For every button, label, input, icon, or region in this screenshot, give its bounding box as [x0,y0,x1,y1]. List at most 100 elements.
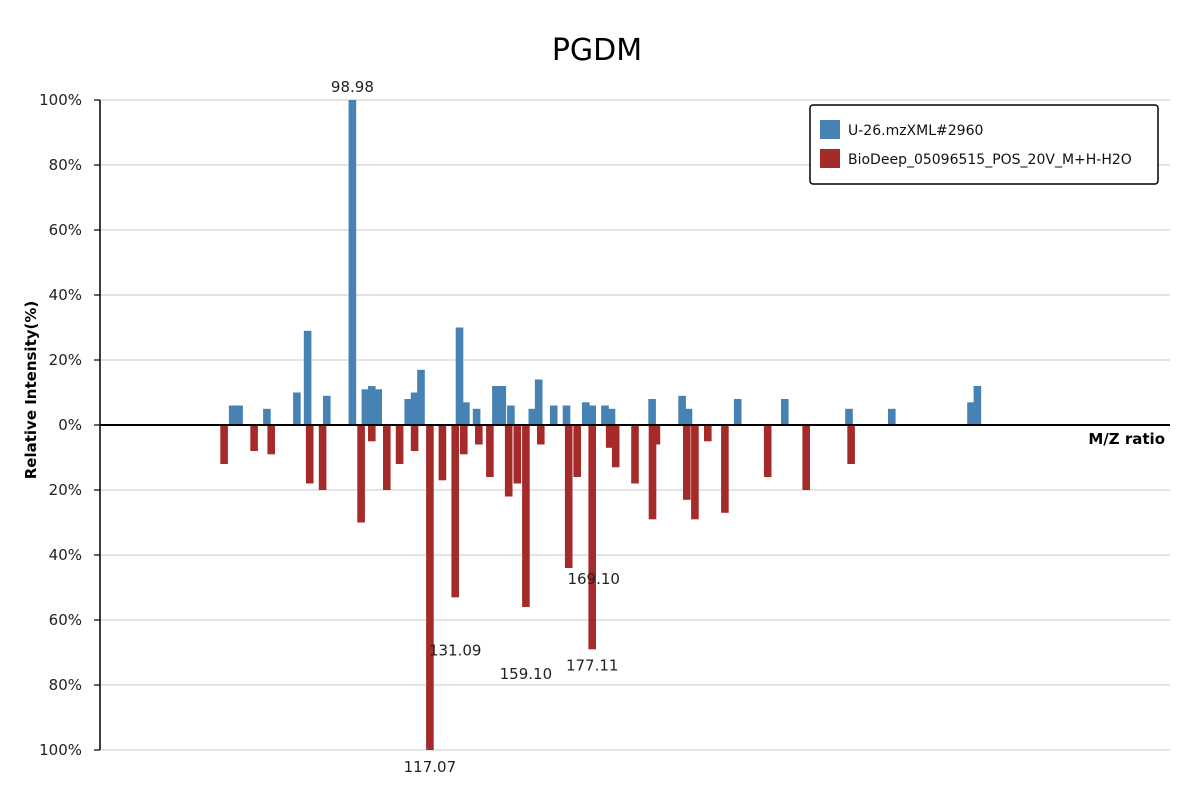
bar-reference [357,425,365,523]
bar-reference [652,425,661,445]
bar-reference [611,425,620,468]
bar-reference [513,425,522,484]
bar-sample [549,405,558,425]
bar-reference [573,425,581,477]
bar-reference [383,425,391,490]
bar-sample [348,100,357,425]
bar-reference [438,425,447,481]
bar-sample [498,386,507,425]
peak-labels: 98.98 117.07 131.09 159.10 169.10 177.11 [331,78,620,776]
bar-sample [888,408,896,426]
y-tick-label: 60% [49,221,82,239]
bar-sample [588,405,596,425]
y-tick-label: 40% [49,546,82,564]
bar-reference [267,425,275,455]
bar-reference [605,425,614,448]
y-tick-label: 0% [58,416,82,434]
bar-reference [395,425,404,464]
bar-reference [588,425,596,650]
bar-sample [492,386,500,425]
peak-label: 169.10 [567,570,620,588]
y-tick-label: 20% [49,351,82,369]
legend-swatch-reference [820,149,840,168]
bar-reference [537,425,545,445]
bar-sample [845,408,853,426]
bar-reference [451,425,459,598]
legend-box [809,104,1159,185]
bar-sample [528,408,537,426]
y-tick-label: 100% [39,91,82,109]
y-tick-label: 20% [49,481,82,499]
bar-reference [683,425,691,500]
bar-reference [305,425,314,484]
bar-sample [417,369,425,426]
bar-reference [522,425,530,607]
bar-reference [475,425,483,445]
y-axis-label: Relative Intensity(%) [22,301,40,480]
bar-sample [323,395,331,426]
bar-reference [426,425,434,750]
bar-sample [374,389,382,426]
bar-sample [410,392,419,425]
legend-swatch-sample [820,120,840,139]
bar-sample [507,405,515,425]
bar-sample [648,399,656,425]
bar-reference [410,425,419,451]
peak-label: 117.07 [404,758,457,776]
legend: U-26.mzXML#2960 BioDeep_05096515_POS_20V… [809,104,1159,185]
bar-sample [582,402,590,426]
bar-sample [361,389,370,426]
bar-sample [684,408,693,426]
legend-entry-sample: U-26.mzXML#2960 [848,123,983,139]
bar-sample [973,386,982,425]
peak-label: 98.98 [331,78,374,96]
bar-reference [318,425,327,490]
bar-sample [607,408,616,426]
bar-reference [564,425,573,568]
y-tick-label: 80% [49,156,82,174]
y-tick-label: 80% [49,676,82,694]
bar-reference [368,425,376,442]
bar-sample [462,402,470,426]
bar-reference [648,425,657,520]
bar-reference [763,425,772,477]
y-tick-labels: 100% 80% 60% 40% 20% 0% 20% 40% 60% 80% 100% [39,91,100,759]
bar-reference [486,425,494,477]
grid-lines [100,99,1170,751]
bar-reference [691,425,699,520]
peak-label: 177.11 [566,656,619,674]
bar-sample [228,405,237,425]
bar-sample [562,405,571,425]
peak-label: 159.10 [500,665,553,683]
bar-reference [631,425,639,484]
bar-sample [733,399,742,425]
y-tick-label: 100% [39,741,82,759]
y-tick-label: 40% [49,286,82,304]
bar-sample [263,408,271,426]
bar-sample [455,327,464,425]
peak-label: 131.09 [429,641,482,659]
bar-reference [504,425,513,497]
bar-sample [678,395,686,426]
bar-reference [250,425,258,451]
bar-sample [235,405,243,425]
bar-sample [534,379,543,425]
bars [220,100,982,750]
chart-title: PGDM [552,33,642,68]
x-axis-label: M/Z ratio [1088,430,1165,448]
bar-reference [220,425,228,464]
bar-reference [721,425,729,513]
bar-reference [802,425,810,490]
bar-sample [472,408,481,426]
y-tick-label: 60% [49,611,82,629]
bar-reference [460,425,468,455]
legend-entry-reference: BioDeep_05096515_POS_20V_M+H-H2O [848,152,1132,168]
bar-sample [601,405,609,425]
bar-sample [303,330,312,426]
bar-sample [404,399,412,425]
bar-sample [293,392,301,425]
bar-reference [704,425,712,442]
bar-reference [847,425,855,464]
bar-sample [967,402,975,426]
